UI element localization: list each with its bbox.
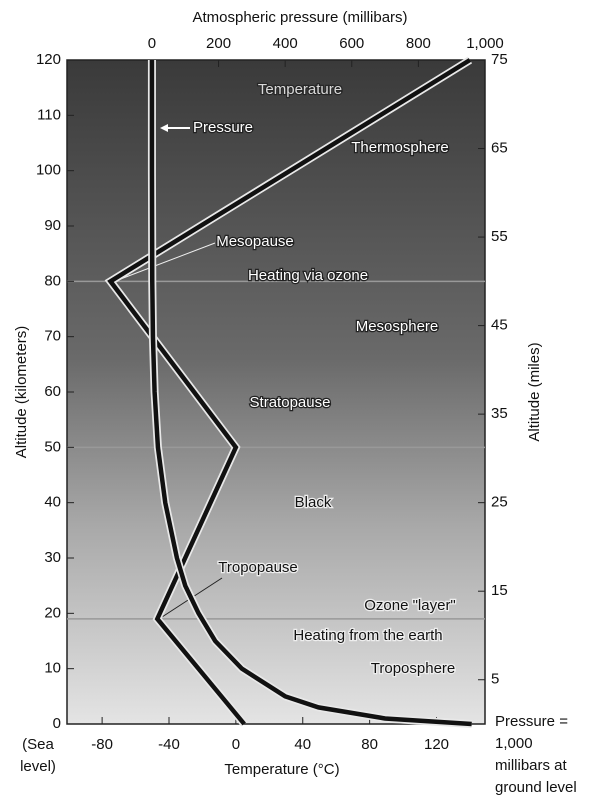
plot-area — [66, 59, 486, 725]
y-tick-label: 10 — [44, 660, 61, 677]
annotation: Mesosphere — [356, 318, 439, 335]
x-tick-label: 120 — [424, 736, 449, 753]
x-tick-label: -40 — [158, 736, 180, 753]
x2-tick-label: 400 — [273, 35, 298, 52]
annotation: Ozone "layer" — [364, 597, 456, 614]
ground-note: millibars at — [495, 757, 568, 774]
y2-tick-label: 5 — [491, 671, 499, 688]
annotation: Heating from the earth — [293, 627, 442, 644]
y-tick-label: 120 — [36, 51, 61, 68]
series-label: Pressure — [193, 119, 253, 136]
x-axis-title: Temperature (°C) — [224, 761, 339, 778]
y2-axis-title: Altitude (miles) — [526, 342, 543, 441]
y2-tick-label: 45 — [491, 317, 508, 334]
x2-tick-label: 1,000 — [466, 35, 504, 52]
x-tick-label: -80 — [91, 736, 113, 753]
y-tick-label: 70 — [44, 328, 61, 345]
ground-note: 1,000 — [495, 735, 533, 752]
x2-tick-label: 0 — [148, 35, 156, 52]
y-axis-title: Altitude (kilometers) — [13, 326, 30, 459]
top-axis-title: Atmospheric pressure (millibars) — [192, 9, 407, 26]
series-label: Temperature — [258, 81, 342, 98]
y-tick-label: 100 — [36, 162, 61, 179]
y-tick-label: 50 — [44, 438, 61, 455]
y2-tick-label: 65 — [491, 140, 508, 157]
y-tick-label: 20 — [44, 604, 61, 621]
sea-level-note: level) — [20, 758, 56, 775]
annotation: Heating via ozone — [248, 267, 368, 284]
y-tick-label: 110 — [37, 106, 61, 123]
series-line — [107, 58, 472, 726]
y2-tick-label: 15 — [491, 582, 508, 599]
annotation: Tropopause — [218, 559, 298, 576]
annotation: Mesopause — [216, 233, 294, 250]
y-tick-label: 40 — [44, 494, 61, 511]
x2-tick-label: 800 — [406, 35, 431, 52]
x2-tick-label: 600 — [339, 35, 364, 52]
y2-tick-label: 25 — [491, 494, 508, 511]
x-tick-label: 80 — [361, 736, 378, 753]
y2-tick-label: 75 — [491, 51, 508, 68]
annotation: Troposphere — [371, 660, 456, 677]
annotation: Thermosphere — [351, 139, 449, 156]
annotation: Stratopause — [250, 394, 331, 411]
annotation: Black — [295, 494, 332, 511]
y-tick-label: 0 — [53, 715, 61, 732]
ground-note: Pressure = — [495, 713, 568, 730]
y-tick-label: 90 — [44, 217, 61, 234]
series-line — [149, 60, 472, 727]
y-tick-label: 60 — [44, 383, 61, 400]
y2-tick-label: 55 — [491, 228, 508, 245]
sea-level-note: (Sea — [22, 736, 54, 753]
ground-note: ground level — [495, 779, 577, 796]
x-tick-label: 40 — [294, 736, 311, 753]
y-tick-label: 80 — [44, 272, 61, 289]
pressure-arrowhead — [160, 124, 168, 132]
x2-tick-label: 200 — [206, 35, 231, 52]
y-tick-label: 30 — [44, 549, 61, 566]
y2-tick-label: 35 — [491, 405, 508, 422]
x-tick-label: 0 — [232, 736, 240, 753]
mesopause-leader — [117, 242, 216, 281]
